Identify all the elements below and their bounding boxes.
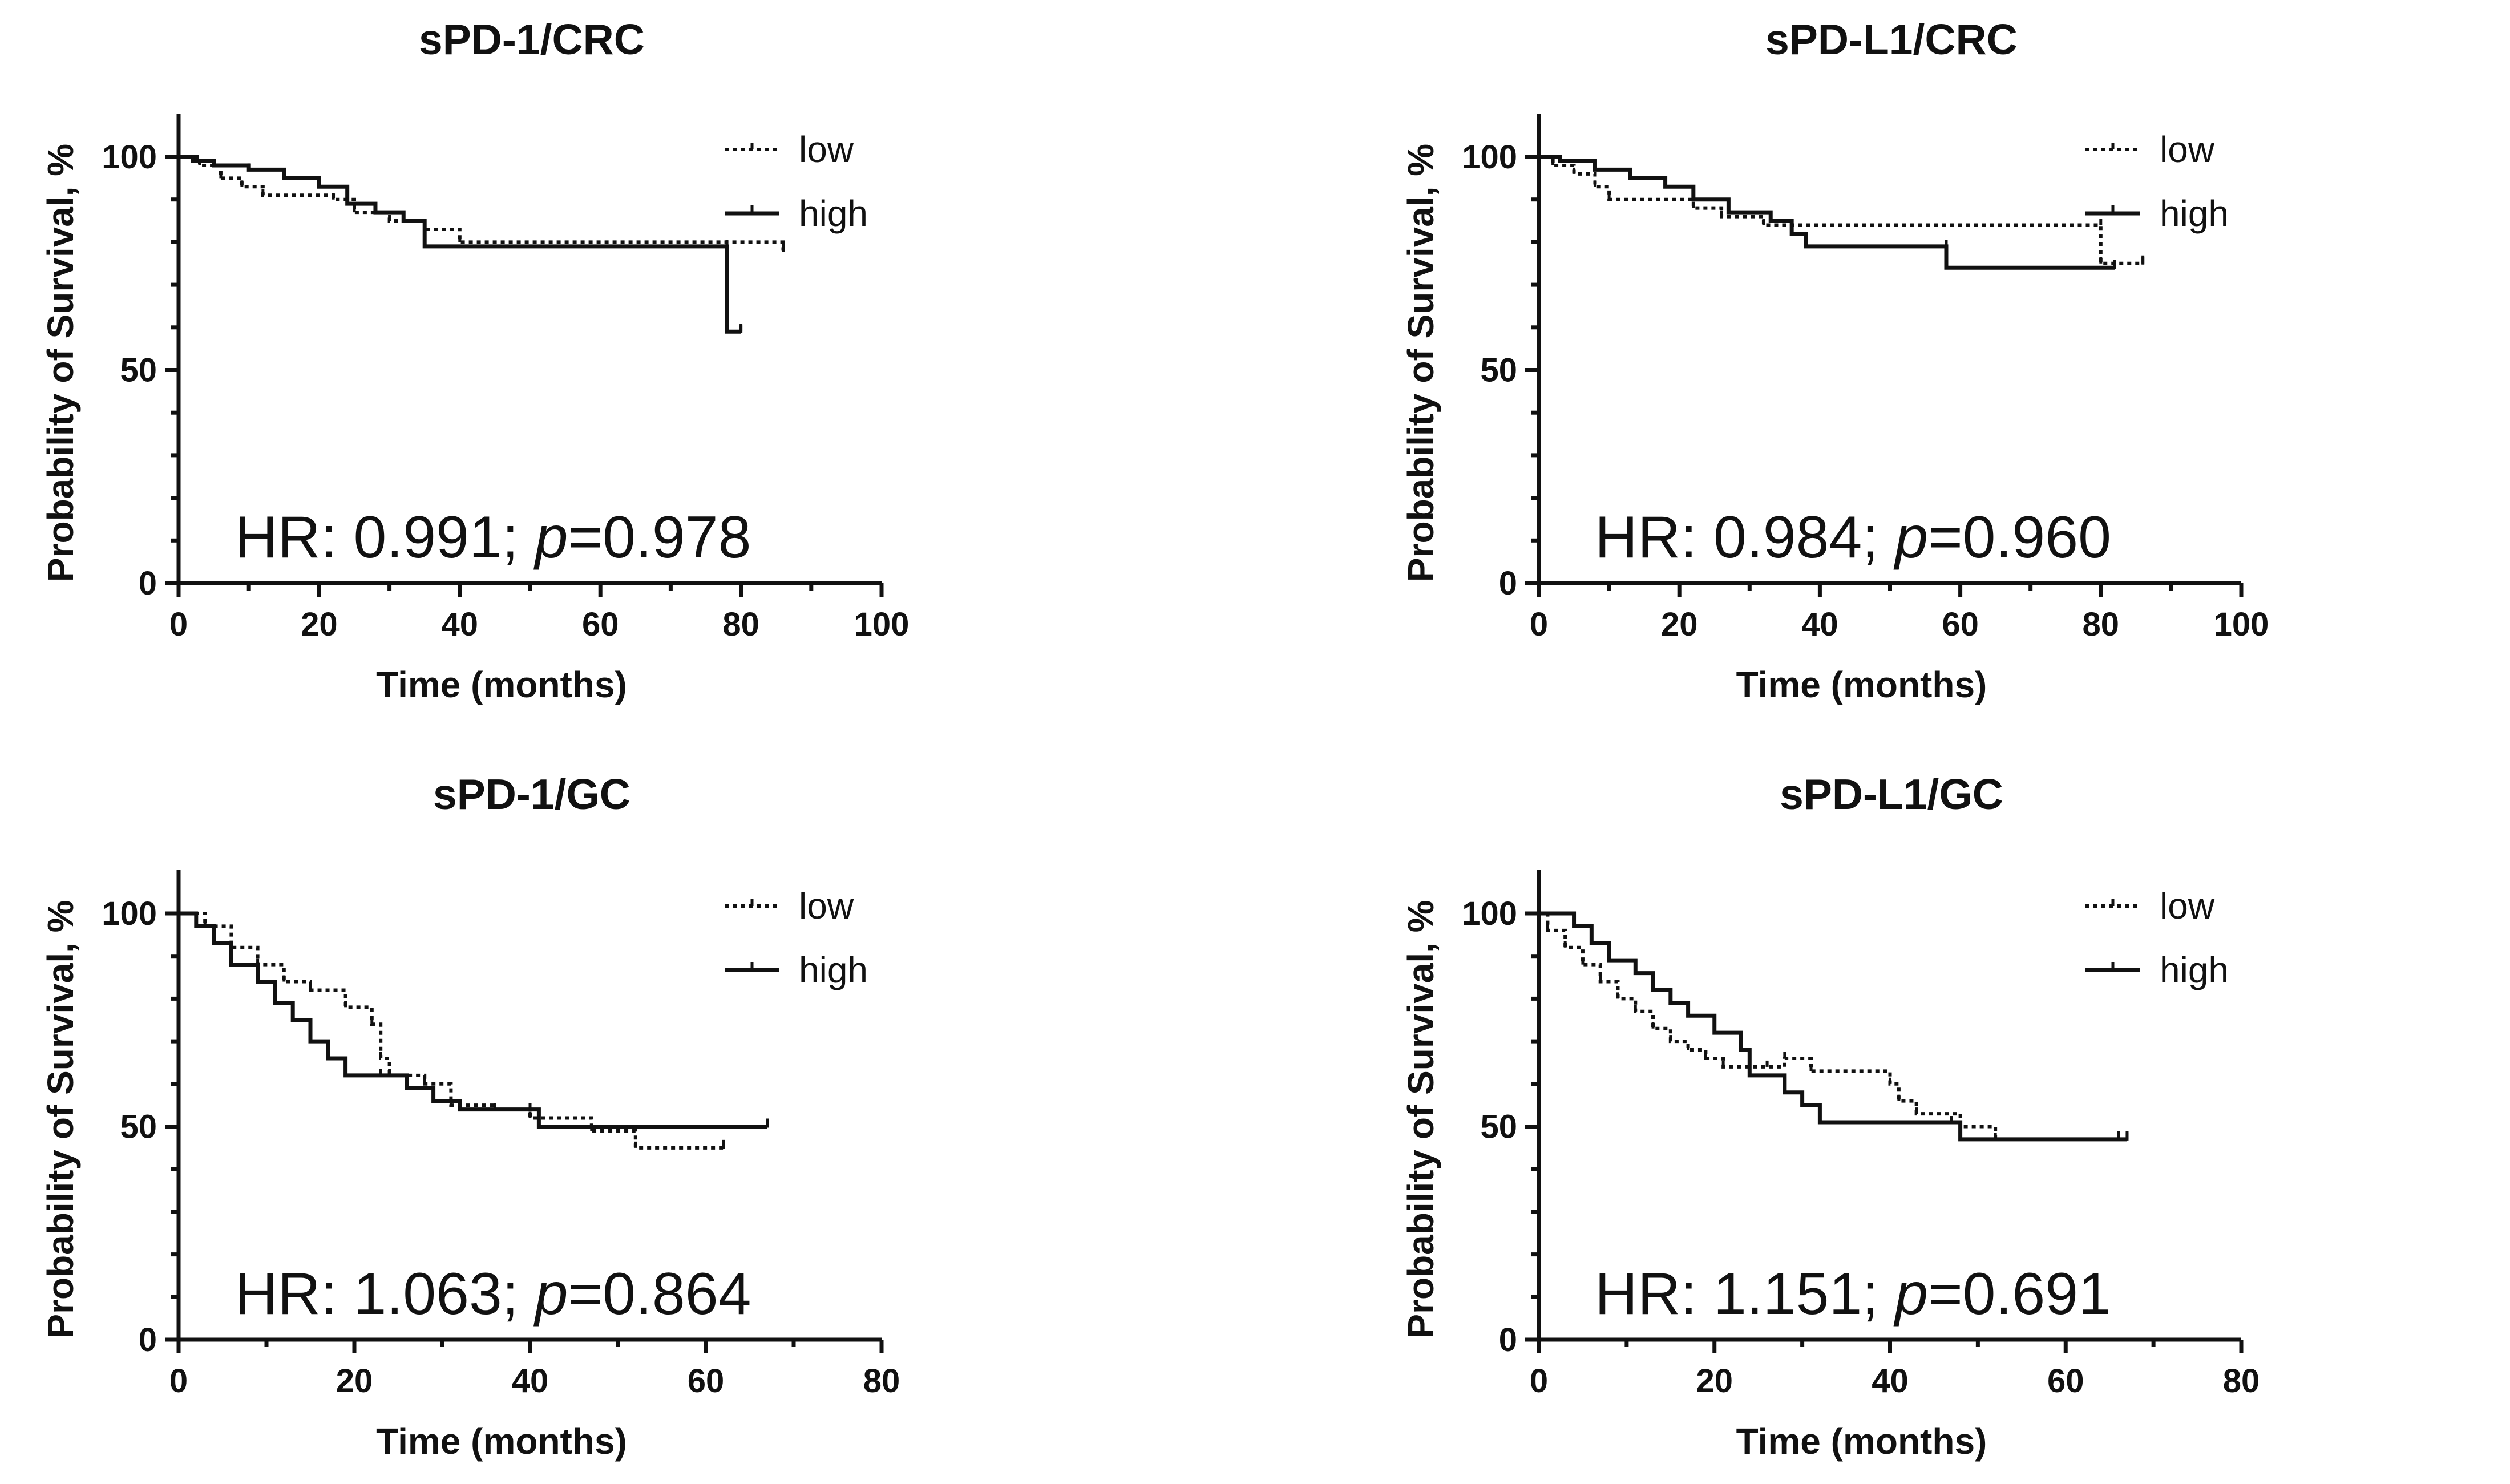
x-tick-label: 60 (1942, 606, 1979, 643)
y-tick-label: 50 (1480, 352, 1517, 389)
legend-label-high: high (2160, 949, 2229, 990)
hr-annotation: HR: 1.063; p=0.864 (235, 1261, 751, 1327)
y-tick-label: 0 (1499, 565, 1517, 602)
km-curve-high (179, 155, 741, 334)
y-tick-label: 0 (1499, 1321, 1517, 1358)
chart-panel-4: sPD-L1/GC 0 50 100 0 20 40 60 80 Time (months) Pro… (1400, 770, 2260, 1462)
chart-panel-3: sPD-1/GC 0 50 100 0 20 40 60 80 Time (months) Prob… (40, 770, 900, 1462)
x-axis-label: Time (months) (1736, 664, 1987, 705)
km-curve-low (179, 912, 724, 1150)
hr-annotation: HR: 0.991; p=0.978 (235, 504, 751, 571)
km-curve-high (179, 911, 767, 1129)
legend-label-high: high (2160, 193, 2229, 234)
x-axis-label: Time (months) (376, 664, 627, 705)
x-tick-label: 100 (2214, 606, 2269, 643)
chart-title: sPD-L1/GC (1780, 770, 2003, 818)
x-tick-label: 80 (2083, 606, 2120, 643)
legend-label-low: low (799, 129, 854, 170)
hr-annotation: HR: 0.984; p=0.960 (1595, 504, 2111, 571)
y-tick-label: 50 (120, 352, 157, 389)
x-tick-label: 20 (1696, 1362, 1733, 1400)
hr-annotation: HR: 1.151; p=0.691 (1595, 1261, 2111, 1327)
x-axis-label: Time (months) (1736, 1421, 1987, 1462)
x-tick-label: 0 (169, 1362, 188, 1400)
y-axis-label: Probability of Survival, % (40, 900, 81, 1338)
legend: low high (725, 129, 868, 234)
y-axis-label: Probability of Survival, % (1400, 900, 1441, 1338)
km-curve-low (1539, 912, 2119, 1141)
x-tick-label: 20 (336, 1362, 373, 1400)
x-tick-label: 40 (1872, 1362, 1909, 1400)
legend-label-low: low (2160, 885, 2215, 927)
x-tick-label: 0 (1530, 606, 1548, 643)
chart-title: sPD-L1/CRC (1765, 15, 2018, 63)
km-curve-high (1539, 155, 2115, 270)
km-curve-high (1539, 911, 2127, 1142)
y-tick-label: 50 (120, 1109, 157, 1146)
y-tick-label: 100 (1462, 895, 1517, 932)
x-tick-label: 100 (854, 606, 910, 643)
y-axis-label: Probability of Survival, % (40, 144, 81, 582)
y-tick-label: 100 (1462, 139, 1517, 176)
x-tick-label: 20 (301, 606, 338, 643)
x-tick-label: 0 (169, 606, 188, 643)
y-tick-label: 100 (102, 139, 157, 176)
chart-panel-2: sPD-L1/CRC 0 50 100 0 20 40 60 80 100 Time (months… (1400, 15, 2269, 705)
x-tick-label: 40 (442, 606, 479, 643)
y-tick-label: 0 (139, 1321, 157, 1358)
x-tick-label: 60 (2047, 1362, 2084, 1400)
legend-label-low: low (799, 885, 854, 927)
legend: low high (725, 885, 868, 990)
y-tick-label: 0 (139, 565, 157, 602)
x-axis-label: Time (months) (376, 1421, 627, 1462)
x-tick-label: 80 (863, 1362, 900, 1400)
legend: low high (2085, 885, 2229, 990)
x-tick-label: 20 (1661, 606, 1698, 643)
chart-title: sPD-1/GC (433, 770, 630, 818)
y-axis-label: Probability of Survival, % (1400, 144, 1441, 582)
legend-label-high: high (799, 193, 868, 234)
y-tick-label: 50 (1480, 1109, 1517, 1146)
legend-label-low: low (2160, 129, 2215, 170)
legend: low high (2085, 129, 2229, 234)
x-tick-label: 80 (2223, 1362, 2260, 1400)
x-tick-label: 40 (1801, 606, 1838, 643)
chart-panel-1: sPD-1/CRC 0 50 100 0 20 40 60 80 100 Time (months)… (40, 15, 909, 705)
km-curve-low (1539, 155, 2143, 265)
x-tick-label: 60 (688, 1362, 725, 1400)
chart-title: sPD-1/CRC (419, 15, 645, 63)
x-tick-label: 60 (582, 606, 619, 643)
x-tick-label: 80 (722, 606, 759, 643)
y-tick-label: 100 (102, 895, 157, 932)
x-tick-label: 0 (1530, 1362, 1548, 1400)
legend-label-high: high (799, 949, 868, 990)
x-tick-label: 40 (512, 1362, 549, 1400)
